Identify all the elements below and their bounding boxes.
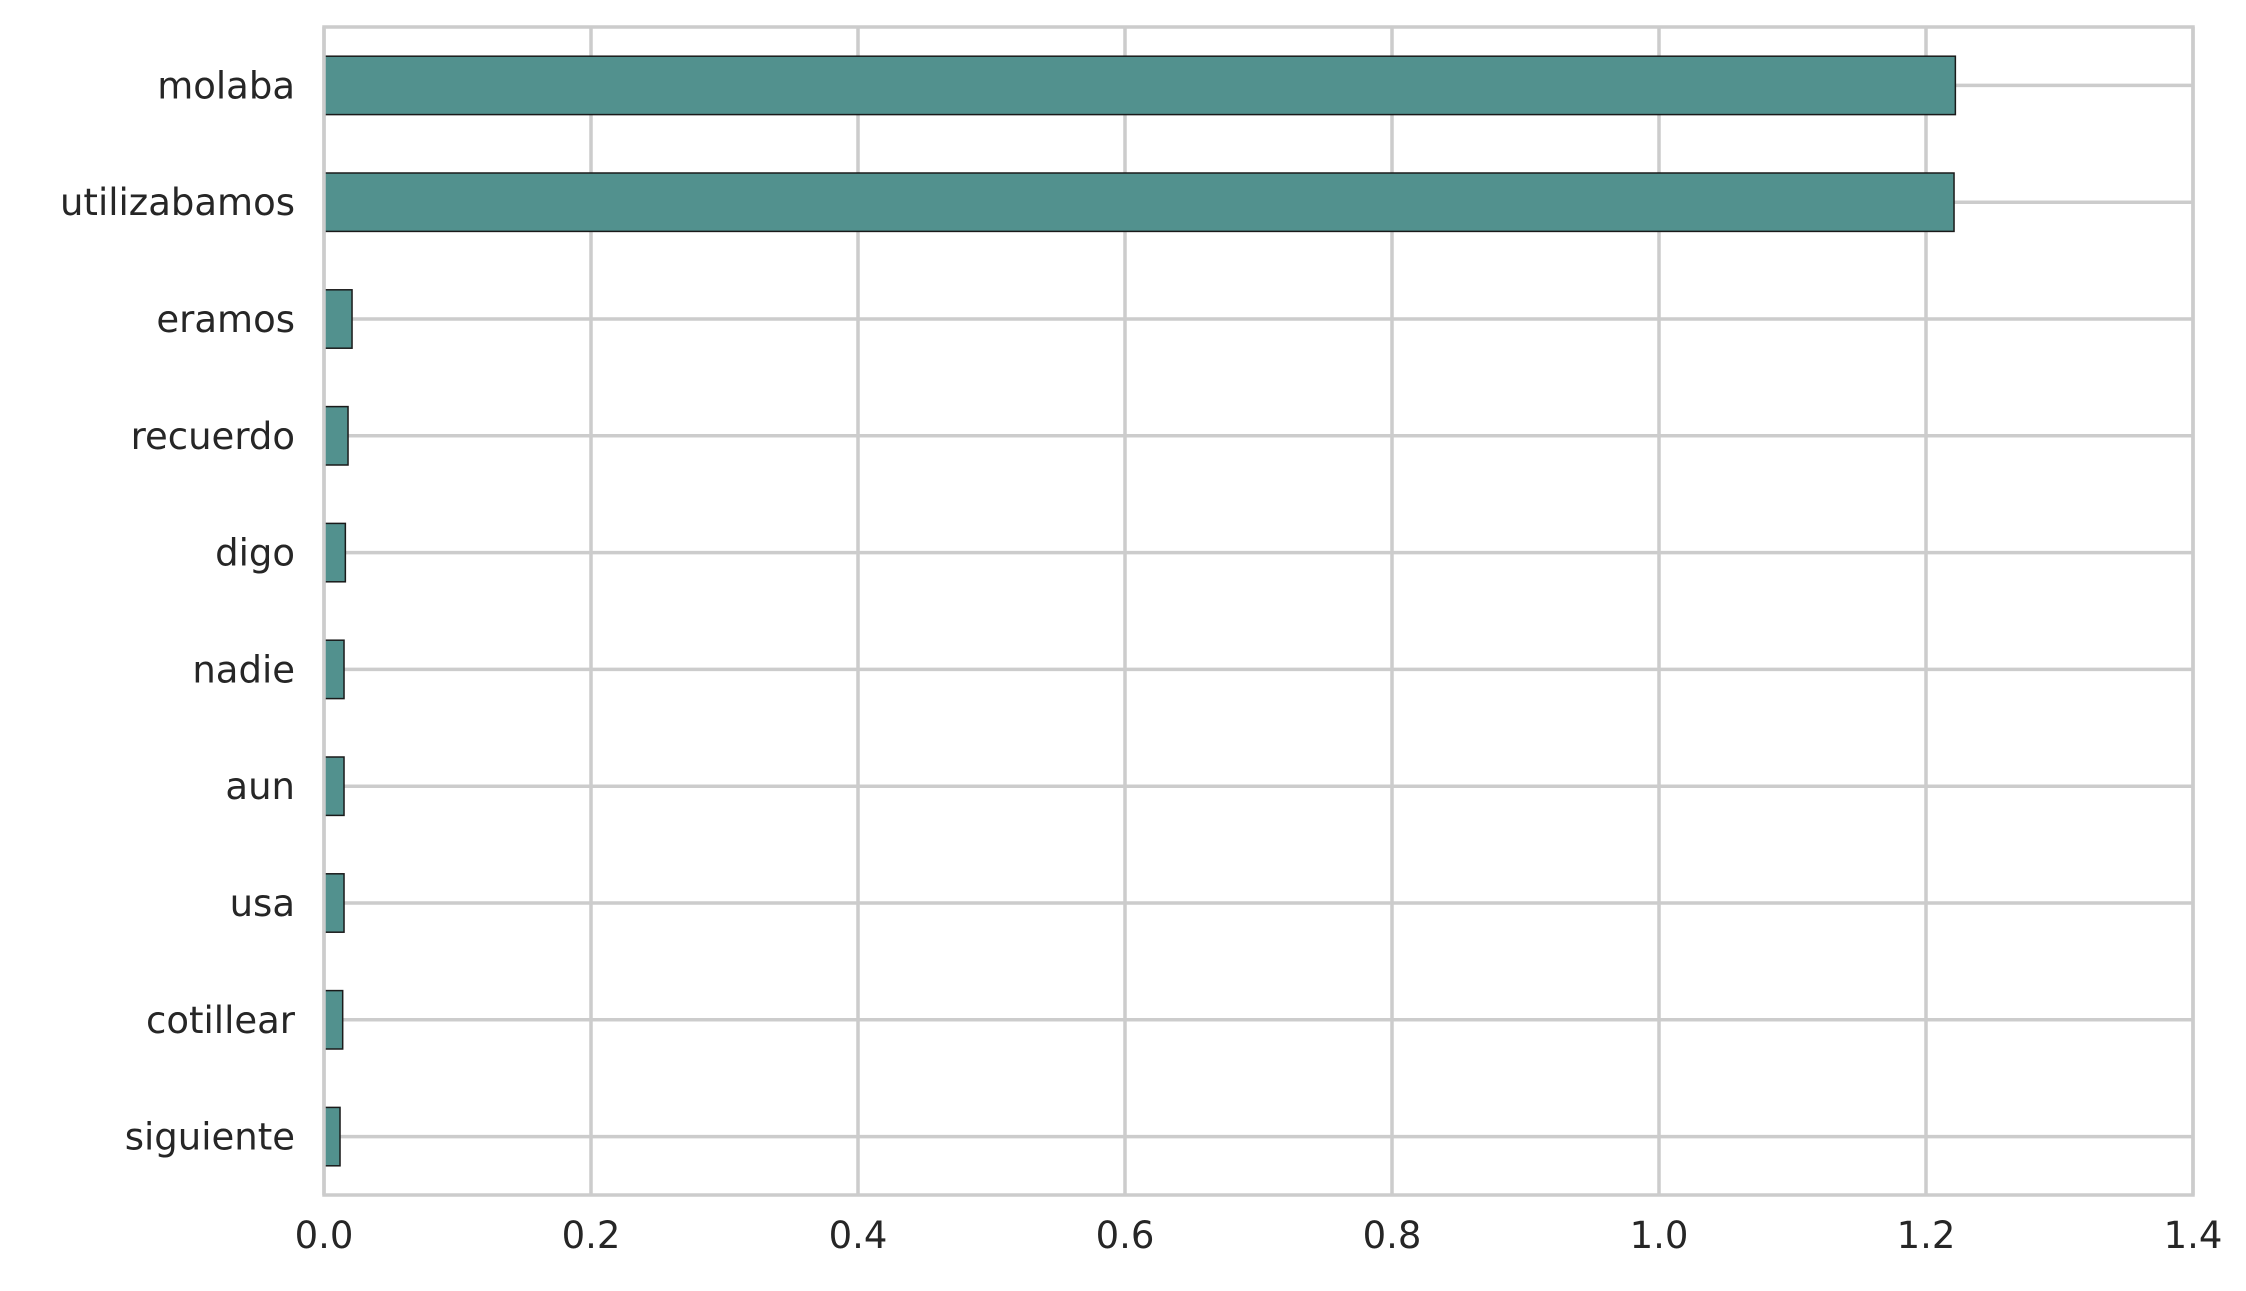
x-tick-label: 0.6: [1096, 1214, 1155, 1257]
bar-utilizabamos: [323, 172, 1955, 233]
bar-nadie: [323, 639, 345, 700]
y-tick-label: recuerdo: [131, 415, 295, 458]
y-tick-label: molaba: [157, 64, 295, 107]
bar-digo: [323, 522, 347, 583]
y-tick-label: usa: [230, 882, 295, 925]
y-tick-label: nadie: [192, 648, 295, 691]
bar-eramos: [323, 289, 353, 349]
x-tick-label: 0.8: [1363, 1214, 1422, 1257]
y-tick-label: cotillear: [146, 999, 296, 1042]
x-tick-label: 0.0: [295, 1214, 354, 1257]
y-tick-label: aun: [225, 765, 295, 808]
y-tick-label: utilizabamos: [60, 181, 295, 224]
bar-molaba: [323, 55, 1957, 116]
bar-siguiente: [323, 1106, 341, 1167]
y-tick-labels: molaba utilizabamos eramos recuerdo digo nadi…: [60, 64, 296, 1158]
x-tick-labels: 0.0 0.2 0.4 0.6 0.8 1.0 1.2 1.4: [295, 1214, 2223, 1257]
bar-usa: [323, 873, 345, 933]
x-tick-label: 1.2: [1897, 1214, 1956, 1257]
y-tick-label: digo: [215, 532, 295, 575]
plot-frame: [322, 25, 2195, 1197]
bars: [323, 55, 1957, 1167]
x-tick-label: 1.0: [1630, 1214, 1689, 1257]
y-tick-label: eramos: [156, 298, 295, 341]
y-tick-label: siguiente: [125, 1116, 295, 1159]
bar-cotillear: [323, 989, 344, 1050]
bar-recuerdo: [323, 405, 349, 466]
x-tick-label: 0.2: [562, 1214, 621, 1257]
x-tick-label: 1.4: [2164, 1214, 2223, 1257]
x-tick-label: 0.4: [829, 1214, 888, 1257]
bar-aun: [323, 756, 345, 817]
